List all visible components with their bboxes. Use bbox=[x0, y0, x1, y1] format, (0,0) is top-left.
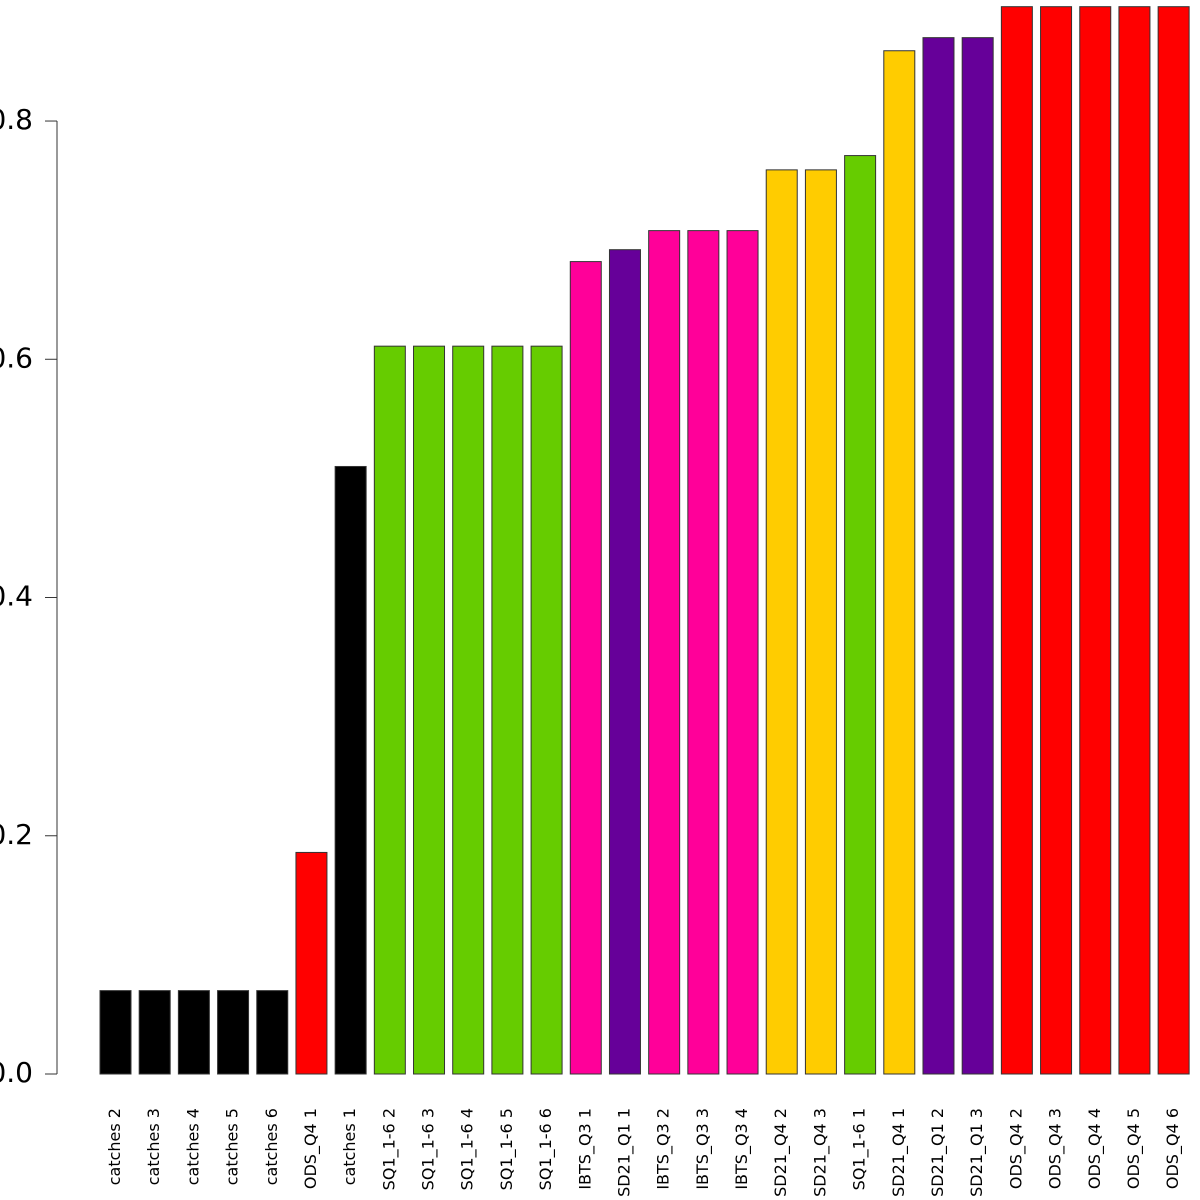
x-tick-label: SD21_Q1 2 bbox=[928, 1108, 948, 1197]
bar bbox=[648, 230, 681, 1075]
x-tick-label: SQ1_1-6 3 bbox=[419, 1108, 439, 1190]
bar bbox=[99, 990, 132, 1075]
y-tick-label: 0.8 bbox=[0, 103, 33, 136]
y-tick-label: 0.4 bbox=[0, 580, 33, 613]
bar bbox=[804, 169, 837, 1075]
x-tick-label: IBTS_Q3 4 bbox=[732, 1108, 752, 1190]
x-tick-label: SQ1_1-6 5 bbox=[497, 1108, 517, 1190]
bar bbox=[138, 990, 171, 1075]
x-tick-label: SQ1_1-6 2 bbox=[379, 1108, 399, 1190]
bar bbox=[1040, 6, 1073, 1075]
bar bbox=[452, 345, 485, 1075]
bar bbox=[491, 345, 524, 1075]
x-tick-label: SQ1_1-6 4 bbox=[458, 1108, 478, 1190]
bar bbox=[413, 345, 446, 1075]
bar bbox=[1118, 6, 1151, 1075]
x-tick-label: IBTS_Q3 1 bbox=[575, 1108, 595, 1190]
x-tick-label: SQ1_1-6 6 bbox=[536, 1108, 556, 1190]
x-tick-label: ODS_Q4 5 bbox=[1124, 1108, 1144, 1189]
bar bbox=[922, 37, 955, 1075]
bar bbox=[1000, 6, 1033, 1075]
x-tick-label: ODS_Q4 4 bbox=[1085, 1108, 1105, 1189]
x-tick-label: catches 1 bbox=[340, 1108, 359, 1185]
bar bbox=[1079, 6, 1112, 1075]
x-tick-label: catches 4 bbox=[183, 1108, 202, 1185]
bar bbox=[961, 37, 994, 1075]
bar bbox=[295, 851, 328, 1075]
x-tick-label: catches 6 bbox=[262, 1108, 281, 1185]
bar bbox=[883, 50, 916, 1075]
x-tick-label: catches 5 bbox=[223, 1108, 242, 1185]
x-tick-label: SD21_Q4 2 bbox=[771, 1108, 791, 1197]
bar bbox=[334, 465, 367, 1075]
x-tick-label: IBTS_Q3 3 bbox=[693, 1108, 713, 1190]
x-tick-label: IBTS_Q3 2 bbox=[654, 1108, 674, 1190]
bar bbox=[608, 249, 641, 1075]
bar bbox=[765, 169, 798, 1075]
y-tick-label: 0.6 bbox=[0, 341, 33, 374]
x-tick-label: catches 2 bbox=[105, 1108, 124, 1185]
y-tick-label: 0.2 bbox=[0, 818, 33, 851]
bar bbox=[373, 345, 406, 1075]
x-tick-label: ODS_Q4 3 bbox=[1046, 1108, 1066, 1189]
bar bbox=[217, 990, 250, 1075]
bar bbox=[844, 155, 877, 1075]
bar bbox=[530, 345, 563, 1075]
x-tick-label: SD21_Q4 1 bbox=[889, 1108, 909, 1197]
x-tick-label: SD21_Q1 1 bbox=[614, 1108, 634, 1197]
x-tick-label: ODS_Q4 6 bbox=[1163, 1108, 1183, 1189]
x-tick-label: ODS_Q4 1 bbox=[301, 1108, 321, 1189]
bar bbox=[687, 230, 720, 1075]
y-tick-label: 0.0 bbox=[0, 1056, 33, 1089]
bar bbox=[177, 990, 210, 1075]
bar bbox=[726, 230, 759, 1075]
bar bbox=[256, 990, 289, 1075]
x-tick-label: SD21_Q4 3 bbox=[810, 1108, 830, 1197]
x-tick-label: SD21_Q1 3 bbox=[967, 1108, 987, 1197]
x-tick-label: catches 3 bbox=[144, 1108, 163, 1185]
x-tick-label: SQ1_1-6 1 bbox=[850, 1108, 870, 1190]
x-tick-label: ODS_Q4 2 bbox=[1006, 1108, 1026, 1189]
bar bbox=[1157, 6, 1190, 1075]
bar bbox=[569, 261, 602, 1075]
